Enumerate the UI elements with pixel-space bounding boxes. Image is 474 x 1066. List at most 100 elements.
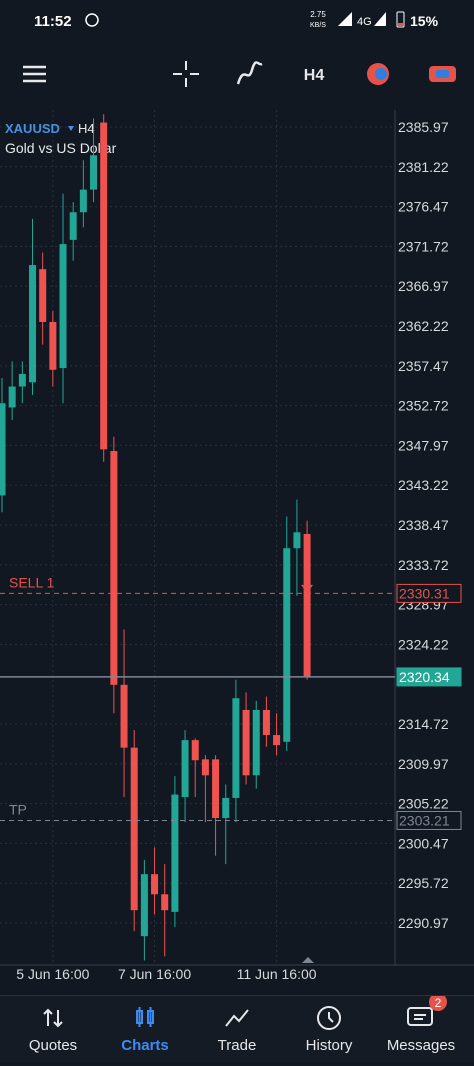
trade-button-inner bbox=[436, 70, 449, 78]
y-tick-label: 2347.97 bbox=[398, 437, 449, 453]
y-tick-label: 2366.97 bbox=[398, 278, 449, 294]
candle-body bbox=[303, 533, 311, 677]
icon-part bbox=[43, 1008, 63, 1028]
status-icon bbox=[85, 13, 99, 27]
y-tick-label: 2295.72 bbox=[398, 875, 449, 891]
price-level-value: 2320.34 bbox=[399, 669, 450, 685]
x-tick-label: 11 Jun 16:00 bbox=[237, 966, 317, 982]
icon-part bbox=[414, 1014, 426, 1020]
y-tick-label: 2300.47 bbox=[398, 835, 449, 851]
candle-body bbox=[161, 894, 169, 911]
icon-part bbox=[138, 1007, 152, 1027]
candle-body bbox=[212, 759, 220, 819]
price-level-value: 2330.31 bbox=[399, 585, 450, 601]
candle-body bbox=[59, 244, 67, 369]
y-tick-label: 2362.22 bbox=[398, 318, 449, 334]
candle-body bbox=[232, 698, 240, 798]
candle-body bbox=[181, 740, 189, 798]
price-level-box bbox=[396, 810, 462, 830]
nav-bar: Quotes Charts Trade History Messages 2 bbox=[29, 993, 455, 1054]
candle-body bbox=[252, 709, 260, 776]
speed: 2.75 bbox=[310, 10, 326, 19]
candle-body bbox=[130, 747, 138, 911]
nav-label[interactable]: History bbox=[306, 1037, 353, 1054]
candle-body bbox=[191, 740, 199, 761]
candle-body bbox=[151, 874, 159, 895]
y-tick-label: 2314.72 bbox=[398, 716, 449, 732]
y-tick-label: 2352.72 bbox=[398, 398, 449, 414]
bottom-nav: Quotes Charts Trade History Messages 2 bbox=[0, 993, 474, 1062]
y-tick-label: 2376.47 bbox=[398, 199, 449, 215]
nav-icon[interactable] bbox=[407, 1007, 433, 1026]
price-level-value: 2303.21 bbox=[399, 812, 450, 828]
nav-icon[interactable] bbox=[43, 1008, 63, 1028]
y-tick-label: 2333.72 bbox=[398, 557, 449, 573]
indicators-button[interactable] bbox=[236, 61, 263, 85]
price-level-box bbox=[396, 583, 462, 603]
candle-body bbox=[293, 532, 301, 549]
clock: 11:52 bbox=[34, 13, 72, 30]
icon-part bbox=[407, 1007, 433, 1026]
network: 4G bbox=[357, 16, 372, 28]
nav-label[interactable]: Charts bbox=[121, 1037, 169, 1054]
y-tick-label: 2357.47 bbox=[398, 358, 449, 374]
y-tick-label: 2305.22 bbox=[398, 796, 449, 812]
chart-background bbox=[0, 110, 474, 966]
toolbar: H4 bbox=[23, 61, 456, 87]
y-tick-label: 2290.97 bbox=[398, 915, 449, 931]
x-tick-label: 5 Jun 16:00 bbox=[16, 966, 89, 982]
icon-part bbox=[225, 1009, 249, 1027]
candle-body bbox=[283, 548, 291, 742]
timeframe-button[interactable]: H4 bbox=[304, 67, 325, 84]
crosshair-button[interactable] bbox=[173, 61, 199, 87]
nav-label[interactable]: Quotes bbox=[29, 1037, 77, 1054]
x-tick-label: 7 Jun 16:00 bbox=[118, 966, 191, 982]
candle-body bbox=[140, 874, 148, 937]
icon-part bbox=[328, 1012, 334, 1023]
battery: 15% bbox=[410, 13, 439, 29]
candle-body bbox=[0, 403, 6, 496]
battery-icon bbox=[396, 11, 405, 28]
candle-body bbox=[8, 386, 16, 408]
signal-icon bbox=[338, 12, 352, 26]
candle-body bbox=[273, 735, 281, 746]
candle-body bbox=[222, 797, 230, 819]
candle-body bbox=[242, 709, 250, 776]
order-marker bbox=[301, 584, 314, 594]
speed-unit: KB/S bbox=[310, 22, 326, 29]
menu-button[interactable] bbox=[23, 65, 46, 83]
candle-body bbox=[69, 212, 77, 240]
candle-body bbox=[262, 709, 270, 736]
price-level-name: SELL 1 bbox=[9, 574, 55, 590]
chart-timeframe: H4 bbox=[78, 121, 95, 136]
icon-part bbox=[317, 1006, 341, 1030]
candle-body bbox=[79, 189, 87, 213]
objects-button-inner bbox=[375, 68, 387, 80]
candle-body bbox=[18, 373, 26, 387]
candle-body bbox=[90, 155, 98, 190]
candle-body bbox=[120, 684, 128, 748]
candle-body bbox=[110, 451, 118, 685]
symbol-dropdown[interactable] bbox=[68, 126, 74, 131]
signal-icon bbox=[374, 12, 386, 26]
badge bbox=[429, 993, 447, 1011]
symbol[interactable]: XAUUSD bbox=[5, 121, 60, 136]
candle-body bbox=[171, 794, 179, 912]
price-level-name: TP bbox=[9, 801, 27, 817]
nav-icon[interactable] bbox=[136, 1007, 154, 1027]
y-tick-label: 2324.22 bbox=[398, 636, 449, 652]
nav-label[interactable]: Messages bbox=[387, 1037, 455, 1054]
nav-label[interactable]: Trade bbox=[218, 1037, 257, 1054]
chart-subtitle: Gold vs US Dollar bbox=[5, 140, 117, 156]
candle-body bbox=[39, 269, 47, 322]
y-tick-label: 2381.22 bbox=[398, 159, 449, 175]
y-tick-label: 2385.97 bbox=[398, 119, 449, 135]
candle-body bbox=[49, 321, 57, 370]
battery-level bbox=[398, 23, 403, 26]
y-tick-label: 2343.22 bbox=[398, 477, 449, 493]
nav-icon[interactable] bbox=[225, 1009, 249, 1027]
scroll-marker bbox=[302, 957, 314, 963]
nav-icon[interactable] bbox=[317, 1006, 341, 1030]
status-bar: 11:52 2.75 KB/S 4G 15% bbox=[34, 10, 439, 30]
